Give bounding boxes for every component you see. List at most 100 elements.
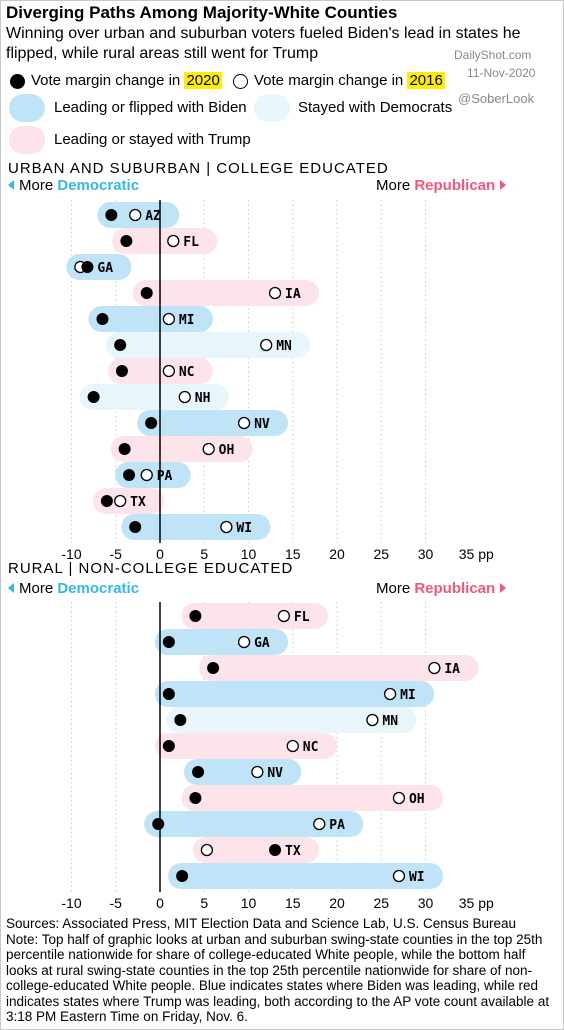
row-band bbox=[132, 280, 320, 306]
point-2016 bbox=[392, 869, 406, 883]
legend-2016-dot-icon bbox=[233, 74, 248, 89]
row-band bbox=[154, 681, 435, 707]
tick-label: 0 bbox=[156, 546, 164, 562]
point-2020 bbox=[140, 287, 153, 299]
state-label: PA bbox=[157, 469, 173, 484]
row-band bbox=[144, 811, 364, 837]
tick-label: 30 bbox=[418, 895, 434, 911]
point-2020 bbox=[115, 365, 128, 377]
state-label: GA bbox=[97, 261, 113, 276]
tick-label: -5 bbox=[110, 546, 123, 562]
point-2020 bbox=[118, 443, 131, 455]
point-2020 bbox=[152, 818, 165, 830]
state-label: WI bbox=[409, 870, 425, 885]
point-2016 bbox=[178, 390, 191, 404]
point-2020 bbox=[189, 792, 202, 804]
point-2020 bbox=[105, 209, 118, 221]
section-urban-title: URBAN AND SUBURBAN | COLLEGE EDUCATED bbox=[8, 160, 389, 177]
state-label: TX bbox=[285, 844, 301, 859]
point-2016 bbox=[200, 843, 214, 857]
tick-label: 35 pp bbox=[459, 895, 494, 911]
point-2020 bbox=[174, 714, 187, 726]
legend-trump-swatch bbox=[9, 126, 45, 154]
watermark-date: 11-Nov-2020 bbox=[467, 66, 536, 80]
state-label: PA bbox=[329, 818, 345, 833]
page-subtitle: Winning over urban and suburban voters f… bbox=[6, 25, 521, 62]
row-band bbox=[137, 410, 289, 436]
state-label: NH bbox=[195, 391, 211, 406]
row-band bbox=[88, 306, 213, 332]
point-2020 bbox=[162, 740, 175, 752]
note-text: Note: Top half of graphic looks at urban… bbox=[6, 931, 550, 1025]
point-2020 bbox=[87, 391, 100, 403]
state-label: TX bbox=[130, 495, 146, 510]
page-title: Diverging Paths Among Majority-White Cou… bbox=[6, 3, 398, 22]
point-2016 bbox=[383, 687, 397, 701]
point-2020 bbox=[123, 469, 136, 481]
legend-trump-label: Leading or stayed with Trump bbox=[54, 131, 251, 148]
tick-label: 30 bbox=[418, 546, 434, 562]
tick-label: 25 bbox=[373, 895, 389, 911]
notes: Sources: Associated Press, MIT Election … bbox=[6, 916, 558, 1025]
row-band bbox=[166, 707, 417, 733]
legend-democrats-label: Stayed with Democrats bbox=[298, 99, 453, 116]
row-band bbox=[92, 488, 165, 514]
point-2016 bbox=[202, 442, 215, 456]
tick-label: -10 bbox=[61, 895, 81, 911]
legend-biden-label: Leading or flipped with Biden bbox=[54, 99, 247, 116]
legend-2016-label: Vote margin change in 2016 bbox=[254, 72, 445, 89]
point-2016 bbox=[286, 739, 299, 753]
point-2016 bbox=[260, 338, 273, 352]
point-2020 bbox=[81, 261, 94, 273]
tick-label: 20 bbox=[329, 895, 345, 911]
more-democratic-label-rural: More Democratic bbox=[8, 580, 139, 597]
point-2020 bbox=[114, 339, 127, 351]
point-2020 bbox=[145, 417, 158, 429]
right-arrow-icon bbox=[500, 583, 507, 593]
state-label: MI bbox=[400, 688, 416, 703]
point-2016 bbox=[251, 765, 264, 779]
state-label: MI bbox=[179, 313, 195, 328]
state-label: WI bbox=[236, 521, 252, 536]
state-label: NV bbox=[267, 766, 283, 781]
legend-democrats-swatch bbox=[254, 94, 290, 122]
state-label: GA bbox=[254, 636, 270, 651]
left-arrow-icon bbox=[8, 180, 14, 190]
row-band bbox=[192, 837, 320, 863]
state-label: OH bbox=[409, 792, 425, 807]
row-band bbox=[112, 228, 218, 254]
point-2016 bbox=[237, 416, 251, 430]
row-band bbox=[79, 384, 229, 410]
sources-text: Sources: Associated Press, MIT Election … bbox=[6, 916, 517, 931]
tick-label: 15 bbox=[285, 546, 301, 562]
tick-label: 10 bbox=[241, 546, 257, 562]
point-2016 bbox=[167, 234, 180, 248]
state-label: IA bbox=[285, 287, 301, 302]
point-2016 bbox=[162, 364, 176, 378]
legend-2020-label: Vote margin change in 2020 bbox=[31, 72, 222, 89]
state-label: NC bbox=[179, 365, 195, 380]
row-band bbox=[106, 332, 311, 358]
point-2016 bbox=[129, 208, 142, 222]
point-2016 bbox=[392, 791, 406, 805]
more-republican-label-urban: More Republican bbox=[376, 177, 507, 194]
state-label: NC bbox=[303, 740, 319, 755]
more-democratic-label-urban: More Democratic bbox=[8, 177, 139, 194]
point-2016 bbox=[277, 609, 291, 623]
tick-label: 5 bbox=[200, 895, 208, 911]
point-2020 bbox=[129, 521, 142, 533]
right-arrow-icon bbox=[500, 180, 507, 190]
point-2016 bbox=[428, 661, 441, 675]
row-band bbox=[181, 785, 443, 811]
point-2020 bbox=[192, 766, 205, 778]
legend-biden-swatch bbox=[9, 94, 45, 122]
point-2016 bbox=[366, 713, 379, 727]
point-2020 bbox=[120, 235, 133, 247]
row-band bbox=[154, 629, 289, 655]
tick-label: 15 bbox=[285, 895, 301, 911]
watermark-handle: @SoberLook bbox=[458, 91, 535, 106]
tick-label: 0 bbox=[156, 895, 164, 911]
tick-label: 25 bbox=[373, 546, 389, 562]
point-2016 bbox=[220, 520, 233, 534]
